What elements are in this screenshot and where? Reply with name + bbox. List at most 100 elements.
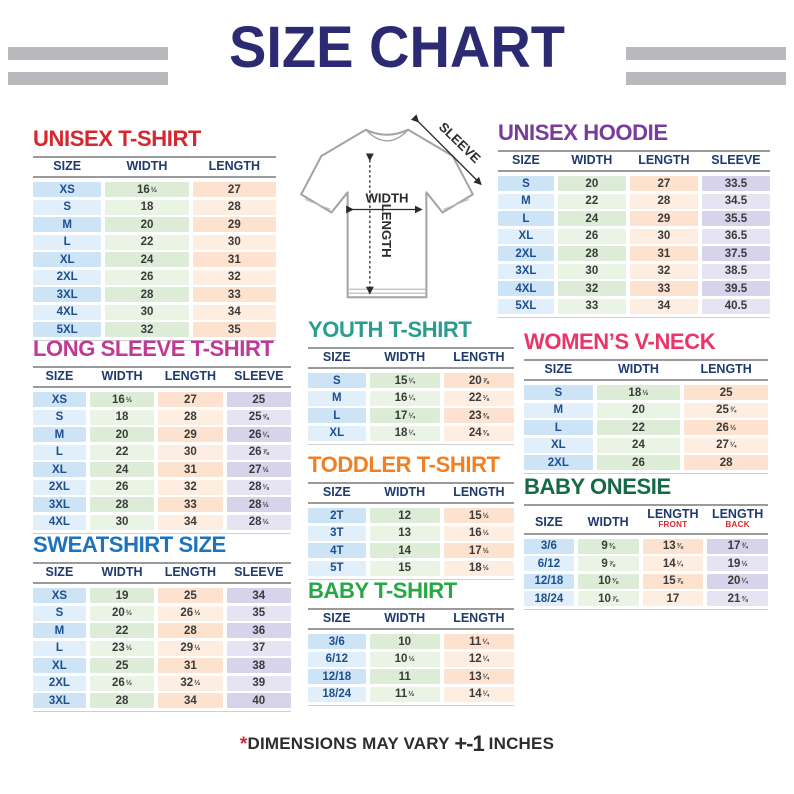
table-cell: 20 ⅞ — [443, 373, 514, 389]
table-cell: 15 — [369, 560, 440, 576]
table-cell: 32 — [557, 281, 626, 297]
table-cell: XL — [308, 425, 366, 441]
table-cell: 3XL — [33, 497, 86, 513]
table-header-row: SIZE WIDTH LENGTH — [524, 359, 768, 382]
table-header-row: SIZE WIDTH LENGTH — [308, 608, 514, 631]
table-header-row: SIZE WIDTH LENGTH FRONT LENGTH BACK — [524, 504, 768, 535]
table-youth-tshirt: YOUTH T-SHIRT SIZE WIDTH LENGTH S 15 ¼ 20 ⅞ M 16… — [308, 317, 514, 445]
table-title: SWEATSHIRT SIZE — [33, 532, 226, 557]
table-cell: 40.5 — [701, 298, 770, 314]
table-cell: M — [33, 217, 102, 233]
table-cell: XL — [498, 228, 554, 244]
column-header-width: WIDTH — [384, 611, 426, 625]
table-cell: 2XL — [33, 479, 86, 495]
table-cell: 22 — [105, 234, 189, 250]
table-cell: 12/18 — [308, 669, 366, 685]
table-cell: 6/12 — [308, 651, 366, 667]
table-title: TODDLER T-SHIRT — [308, 452, 500, 477]
table-cell: 15 ¼ — [369, 373, 440, 389]
table-cell: 28 — [105, 287, 189, 303]
table-cell: 33 — [629, 281, 698, 297]
column-header-size: SIZE — [512, 153, 540, 167]
table-cell: 31 — [192, 252, 276, 268]
table-body: XS 16 ½ 27 25 S 18 28 25 ⅝ M 20 29 26 ¼ L 22 30 26 ⅞ XL 24 31 2… — [33, 391, 291, 534]
table-cell: 22 — [596, 420, 681, 436]
table-cell: 4T — [308, 543, 366, 559]
table-cell: 28 — [89, 693, 155, 709]
table-cell: XS — [33, 588, 86, 604]
table-cell: 32 — [158, 479, 223, 495]
table-cell: 34 — [226, 588, 291, 604]
table-cell: 17 ½ — [443, 543, 514, 559]
table-header-row: SIZE WIDTH LENGTH SLEEVE — [33, 366, 291, 389]
table-cell: 34 — [158, 693, 223, 709]
column-header-width: WIDTH — [617, 362, 659, 376]
table-cell: 27 — [192, 182, 276, 198]
table-cell: 2XL — [33, 675, 86, 691]
table-cell: M — [308, 390, 366, 406]
table-cell: 30 — [105, 304, 189, 320]
table-cell: 32 — [192, 269, 276, 285]
table-cell: 4XL — [498, 281, 554, 297]
asterisk: * — [239, 734, 248, 755]
table-cell: XS — [33, 392, 86, 408]
table-cell: 5XL — [498, 298, 554, 314]
tshirt-diagram: WIDTH LENGTH SLEEVE — [300, 114, 484, 299]
table-cell: 22 — [557, 193, 626, 209]
table-cell: 25 — [226, 392, 291, 408]
table-cell: 10 — [369, 634, 440, 650]
table-cell: 29 — [629, 211, 698, 227]
table-cell: 30 — [557, 263, 626, 279]
table-cell: 3/6 — [524, 538, 574, 554]
header-rule-right-top — [626, 47, 786, 60]
table-cell: 12 — [369, 508, 440, 524]
table-cell: 20 ½ — [89, 605, 155, 621]
table-cell: 3XL — [33, 693, 86, 709]
table-title: UNISEX T-SHIRT — [33, 126, 201, 151]
table-cell: 27 ½ — [226, 462, 291, 478]
table-unisex-tshirt: UNISEX T-SHIRT SIZE WIDTH LENGTH XS 16 ½ 27 S 1… — [33, 126, 276, 342]
table-cell: XL — [524, 437, 593, 453]
table-cell: 19 — [89, 588, 155, 604]
table-cell: 28 — [557, 246, 626, 262]
table-cell: 37 — [226, 640, 291, 656]
column-header-size: SIZE — [322, 485, 351, 499]
units-label: INCHES — [488, 734, 555, 753]
table-cell: 24 — [596, 437, 681, 453]
table-cell: 33 — [557, 298, 626, 314]
column-header-size: SIZE — [535, 515, 563, 530]
table-cell: 10 ⅞ — [577, 591, 639, 607]
table-title: LONG SLEEVE T-SHIRT — [33, 336, 274, 361]
column-header-sleeve: SLEEVE — [711, 153, 761, 167]
table-cell: 27 — [629, 176, 698, 192]
table-long-sleeve-tshirt: LONG SLEEVE T-SHIRT SIZE WIDTH LENGTH SLEEV… — [33, 336, 291, 534]
table-cell: 2XL — [33, 269, 102, 285]
table-cell: S — [498, 176, 554, 192]
table-title: WOMEN’S V-NECK — [524, 329, 716, 354]
column-header-width: WIDTH — [101, 369, 143, 383]
table-cell: 24 ⅜ — [443, 425, 514, 441]
column-header-length: LENGTH — [700, 362, 752, 376]
table-cell: 28 — [158, 409, 223, 425]
table-cell: 2XL — [524, 455, 593, 471]
column-header-sleeve: SLEEVE — [234, 369, 284, 383]
table-cell: 5T — [308, 560, 366, 576]
table-cell: 4XL — [33, 304, 102, 320]
table-cell: 4XL — [33, 514, 86, 530]
table-cell: 27 — [158, 392, 223, 408]
table-cell: 18/24 — [308, 686, 366, 702]
table-header-row: SIZE WIDTH LENGTH — [33, 156, 276, 179]
table-body: XS 19 25 34 S 20 ½ 26 ½ 35 M 22 28 36 L 23 ½ 29 ½ 37 XL 25 31 3… — [33, 587, 291, 713]
table-header-row: SIZE WIDTH LENGTH — [308, 482, 514, 505]
table-cell: 25 — [89, 658, 155, 674]
table-cell: 24 — [105, 252, 189, 268]
table-cell: 13 — [369, 525, 440, 541]
table-header-row: SIZE WIDTH LENGTH SLEEVE — [498, 150, 770, 173]
disclaimer-text: DIMENSIONS MAY VARY — [247, 734, 450, 753]
table-cell: 26 ½ — [684, 420, 768, 436]
table-body: S 15 ¼ 20 ⅞ M 16 ¼ 22 ⅛ L 17 ¼ 23 ⅜ XL 18 ¼ 24 ⅜ — [308, 372, 514, 445]
table-cell: 16 ½ — [105, 182, 189, 198]
table-cell: M — [498, 193, 554, 209]
